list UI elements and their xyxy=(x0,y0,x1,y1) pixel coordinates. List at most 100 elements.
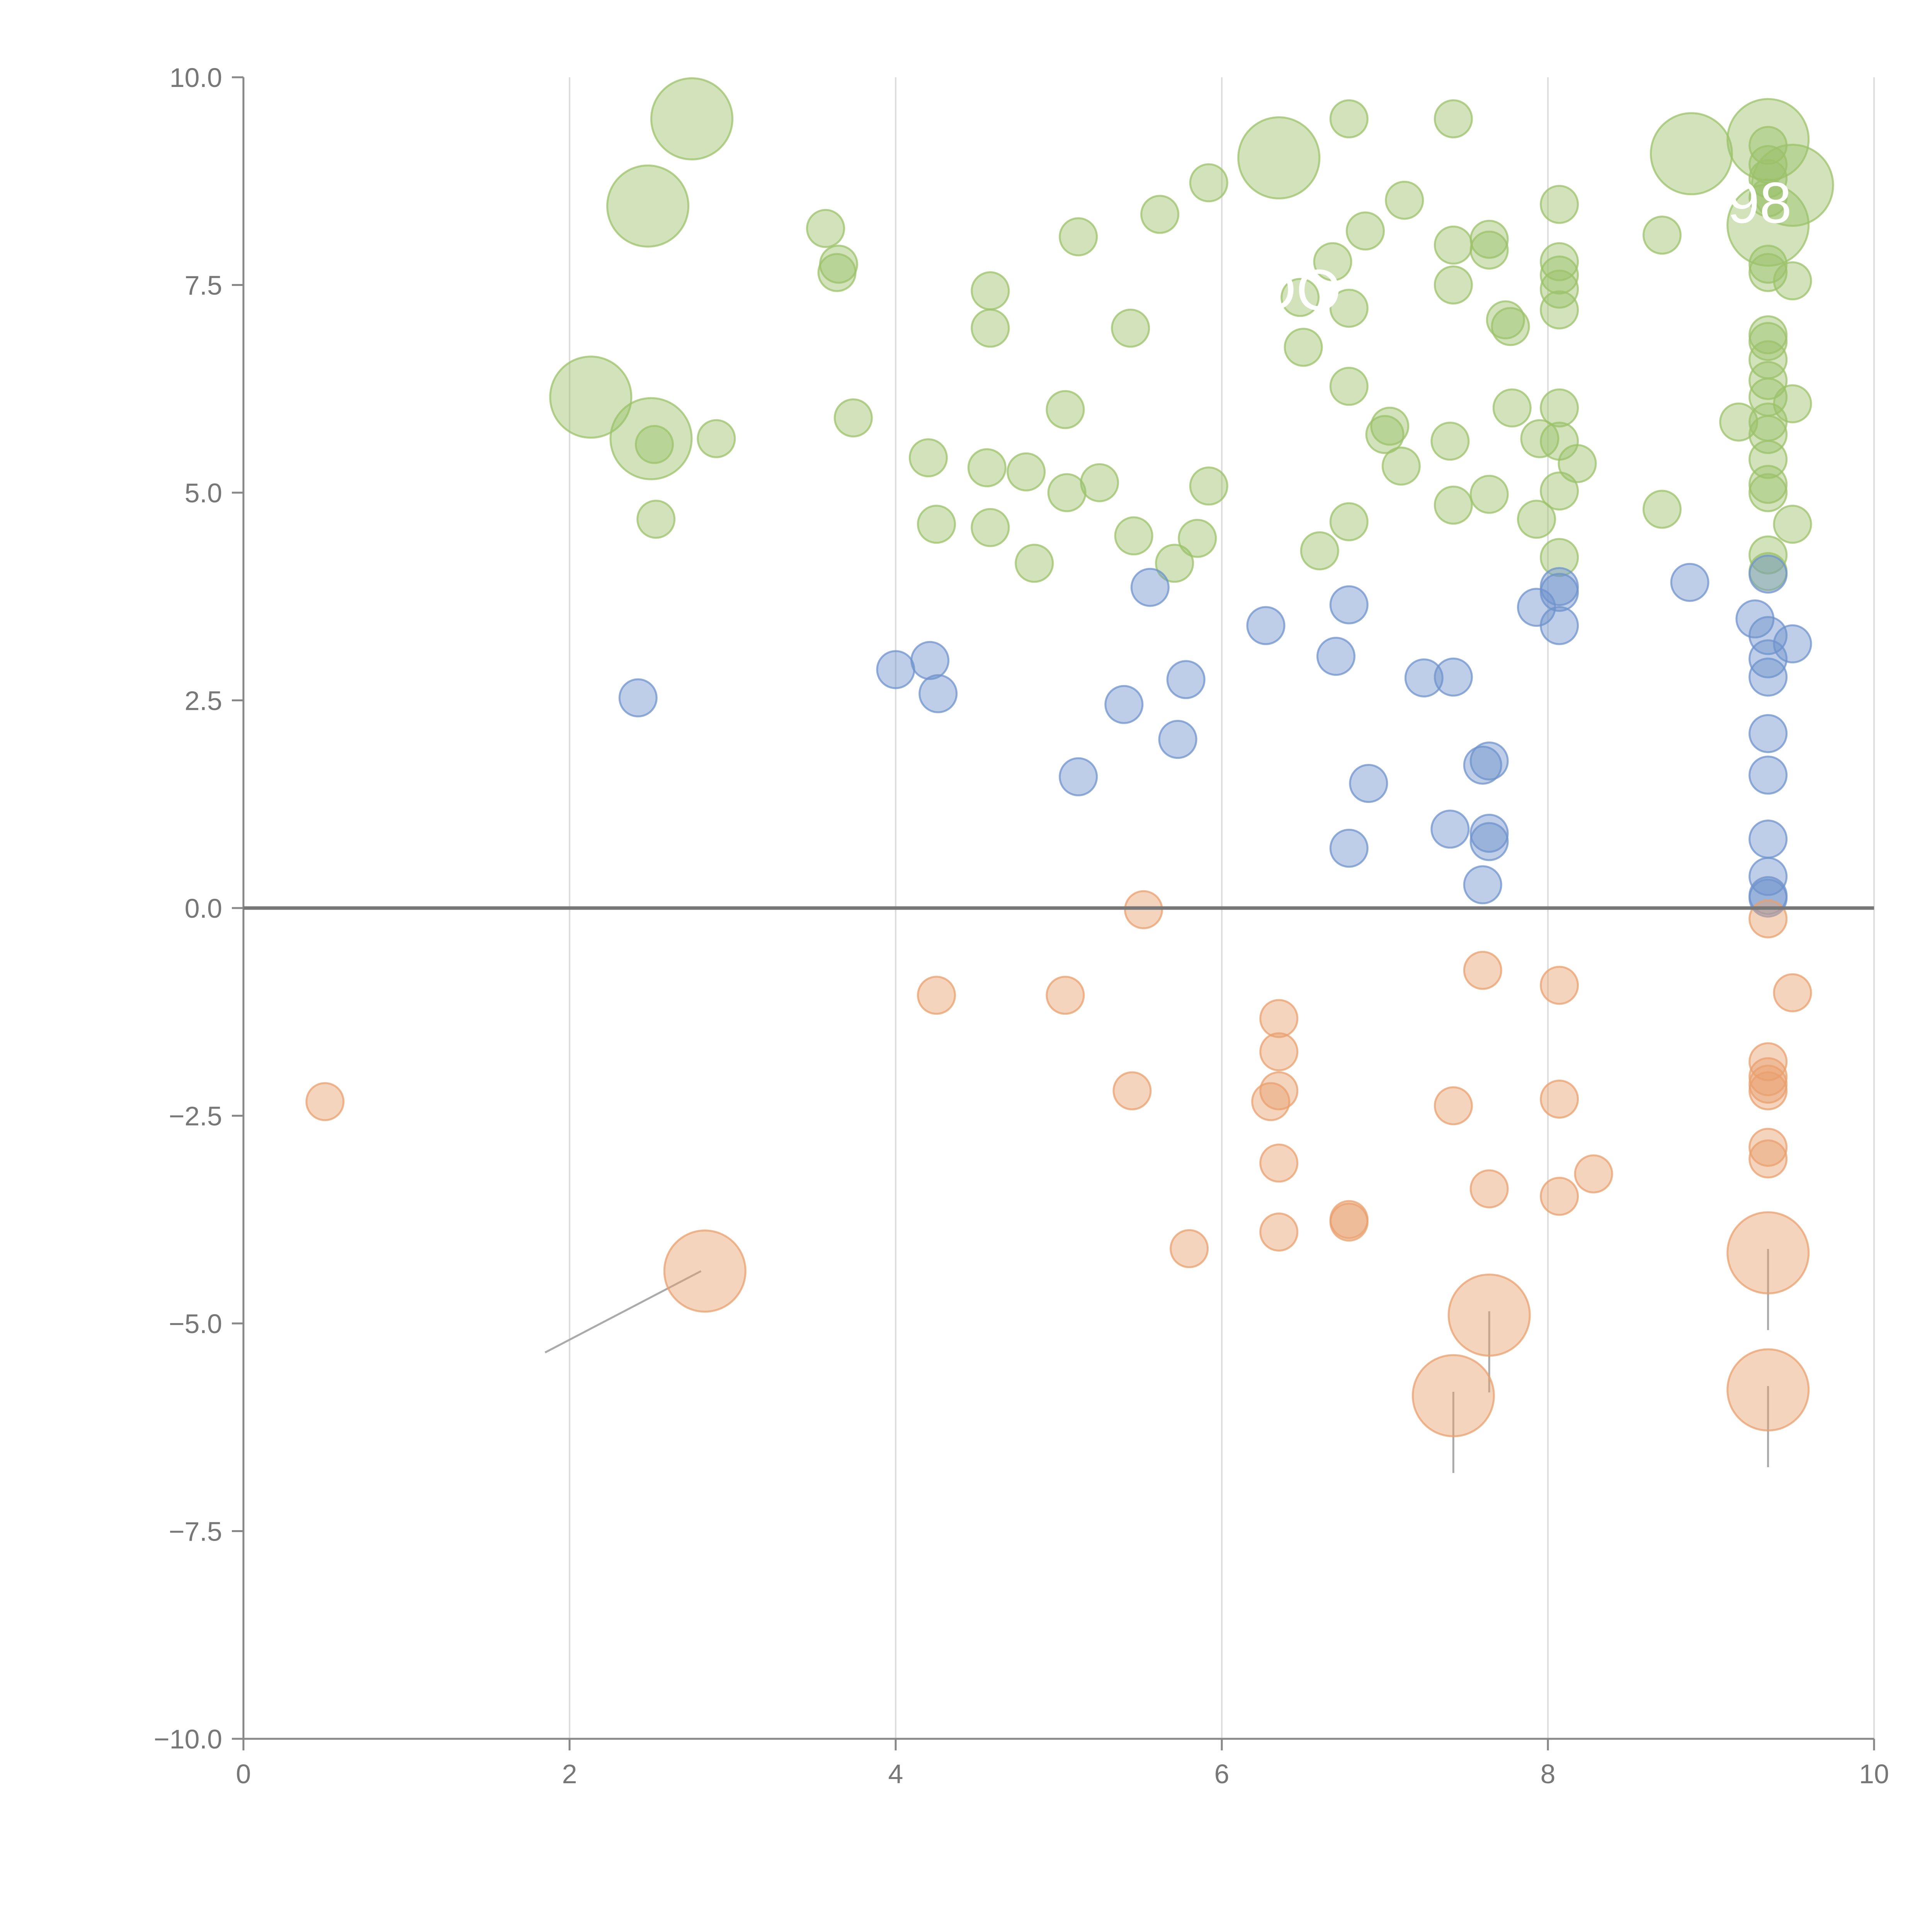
data-point-high xyxy=(1540,269,1579,309)
data-point-high xyxy=(1434,265,1473,304)
data-point-low xyxy=(1540,1177,1579,1216)
data-point-high xyxy=(967,448,1007,487)
data-point-low xyxy=(1412,1354,1495,1437)
data-point-mid xyxy=(1748,820,1788,859)
y-tick-label: 2.5 xyxy=(185,686,222,716)
data-point-high xyxy=(549,355,633,439)
data-point-high xyxy=(1046,390,1085,429)
data-point-high xyxy=(1434,225,1473,265)
data-point-low xyxy=(1748,1042,1788,1082)
y-tick-label: −7.5 xyxy=(169,1517,222,1547)
data-point-high xyxy=(1015,544,1054,583)
data-point-mid xyxy=(1469,822,1509,861)
data-point-high xyxy=(833,398,873,437)
data-point-low xyxy=(1329,1202,1369,1242)
data-point-high xyxy=(1748,465,1788,504)
data-point-low xyxy=(663,1230,747,1313)
data-point-high xyxy=(1726,184,1810,267)
data-point-high xyxy=(917,505,956,544)
data-point-high xyxy=(1540,255,1579,295)
data-point-high xyxy=(1284,328,1323,367)
data-point-mid xyxy=(1130,568,1170,607)
data-point-high xyxy=(1111,308,1150,348)
data-point-mid xyxy=(1670,563,1709,602)
data-point-high xyxy=(1492,388,1532,428)
data-point-mid xyxy=(1748,657,1788,697)
data-point-mid xyxy=(1329,585,1369,624)
data-point-high xyxy=(609,397,693,480)
series-mid-points xyxy=(618,554,1812,918)
annotation-label: DO xyxy=(1254,257,1341,322)
data-point-mid xyxy=(1469,814,1509,853)
data-point-high xyxy=(1155,544,1194,583)
data-point-high xyxy=(1370,406,1410,446)
data-point-mid xyxy=(1735,599,1775,639)
data-point-high xyxy=(971,508,1010,547)
data-point-low xyxy=(1112,1071,1152,1111)
data-point-high xyxy=(1281,278,1320,317)
data-point-high xyxy=(1237,116,1321,200)
data-point-high xyxy=(1642,490,1682,529)
data-point-low xyxy=(1259,1143,1299,1183)
data-point-high xyxy=(1469,219,1509,259)
data-point-high xyxy=(1469,474,1509,514)
data-point-high xyxy=(1329,289,1369,328)
data-point-mid xyxy=(1329,828,1369,868)
data-point-high xyxy=(650,77,733,160)
leader-line xyxy=(544,1270,702,1354)
data-point-high xyxy=(634,425,674,464)
data-point-high xyxy=(1748,361,1788,400)
data-point-high xyxy=(1751,144,1834,227)
data-point-low xyxy=(1259,1032,1299,1071)
data-point-mid xyxy=(1540,573,1579,612)
data-point-mid xyxy=(876,650,915,689)
y-tick-label: −2.5 xyxy=(169,1101,222,1131)
annotation-label: 98 xyxy=(1727,170,1792,235)
data-point-mid xyxy=(1463,865,1502,905)
data-point-mid xyxy=(918,674,958,713)
data-point-high xyxy=(1650,112,1733,196)
data-point-mid xyxy=(1349,764,1388,803)
data-point-mid xyxy=(1463,745,1502,785)
data-point-low xyxy=(1463,951,1502,990)
data-point-mid xyxy=(1748,554,1788,594)
x-tick-label: 6 xyxy=(1214,1759,1230,1789)
data-point-mid xyxy=(1748,755,1788,795)
data-point-high xyxy=(1381,446,1421,486)
annotation-label: A xyxy=(1480,75,1518,139)
y-tick-label: 7.5 xyxy=(185,270,222,301)
y-axis-ticks: −10.0 −7.5 −5.0 −2.5 0.0 2.5 5.0 7.5 10.0 xyxy=(154,63,243,1754)
data-point-high xyxy=(1491,307,1530,346)
data-point-high xyxy=(1329,367,1369,406)
data-point-high xyxy=(1189,163,1228,202)
x-tick-label: 8 xyxy=(1541,1759,1556,1789)
data-point-high xyxy=(971,271,1010,311)
axes xyxy=(242,77,1874,1740)
data-point-high xyxy=(1434,99,1473,138)
data-point-high xyxy=(1345,211,1385,251)
leader-lines xyxy=(544,1249,1769,1473)
data-point-low xyxy=(1540,966,1579,1005)
data-point-mid xyxy=(910,641,950,680)
data-point-mid xyxy=(1316,637,1355,676)
data-point-high xyxy=(1313,242,1352,281)
data-point-high xyxy=(1748,253,1788,292)
data-point-high xyxy=(1558,444,1597,483)
series-high-points xyxy=(549,77,1834,591)
data-point-high xyxy=(1748,473,1788,512)
data-point-high xyxy=(1486,300,1525,340)
data-point-mid xyxy=(1158,720,1197,759)
data-point-high xyxy=(1540,185,1579,224)
y-tick-label: 10.0 xyxy=(170,63,222,93)
data-point-high xyxy=(1178,519,1217,558)
data-point-high xyxy=(1773,384,1812,423)
data-point-high xyxy=(1329,99,1369,138)
data-point-mid xyxy=(1104,685,1144,724)
data-point-low xyxy=(1726,1348,1810,1432)
data-point-low xyxy=(1748,899,1788,939)
data-point-high xyxy=(1748,145,1788,184)
data-point-low xyxy=(1170,1229,1209,1268)
data-point-high xyxy=(817,253,857,292)
data-point-mid xyxy=(618,678,658,718)
